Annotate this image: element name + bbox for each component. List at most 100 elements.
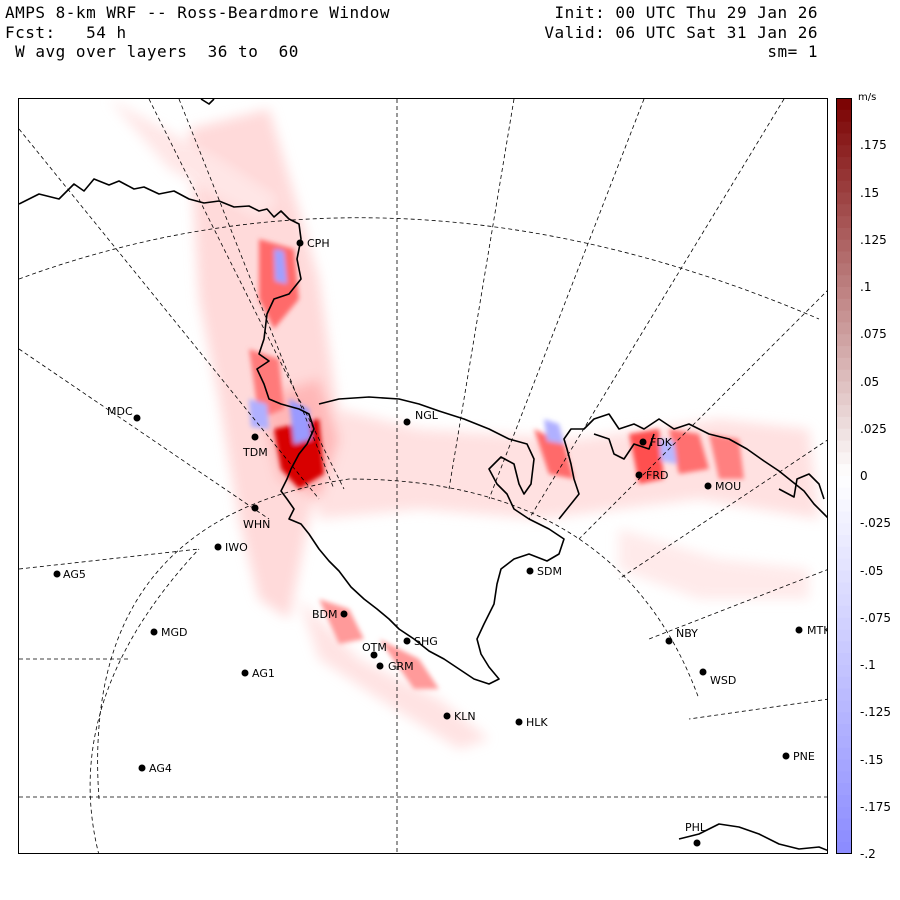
svg-text:MGD: MGD: [161, 626, 188, 639]
colorbar-step: [836, 216, 852, 229]
colorbar-step: [836, 499, 852, 513]
map-canvas: CPH NGL MDC TDM FDK FRD MOU WHN IWO AG5 …: [19, 99, 829, 853]
forecast-hour: Fcst: 54 h: [5, 23, 127, 42]
station-whn[interactable]: WHN: [243, 504, 270, 532]
svg-text:PNE: PNE: [793, 750, 815, 763]
station-ngl[interactable]: NGL: [403, 409, 439, 426]
colorbar-step: [836, 806, 852, 820]
station-markers: CPH NGL MDC TDM FDK FRD MOU WHN IWO AG5 …: [53, 237, 829, 847]
colorbar: [836, 98, 852, 854]
colorbar-step: [836, 145, 852, 158]
colorbar-step: [836, 168, 852, 182]
station-tdm[interactable]: TDM: [242, 433, 268, 460]
station-grm[interactable]: GRM: [376, 660, 414, 673]
colorbar-step: [836, 393, 852, 406]
station-kln[interactable]: KLN: [443, 710, 476, 723]
station-ag1[interactable]: AG1: [241, 667, 275, 680]
svg-text:SHG: SHG: [414, 635, 438, 648]
colorbar-step: [836, 452, 852, 465]
colorbar-tick-label: -.125: [860, 705, 892, 720]
colorbar-step: [836, 688, 852, 702]
colorbar-tick-label: .05: [860, 374, 880, 389]
colorbar-step: [836, 346, 852, 359]
station-fdk[interactable]: FDK: [639, 436, 673, 449]
colorbar-tick-label: -.075: [860, 610, 892, 625]
svg-text:WSD: WSD: [710, 674, 736, 687]
colorbar-step: [836, 818, 852, 831]
station-shg[interactable]: SHG: [403, 635, 438, 648]
station-mgd[interactable]: MGD: [150, 626, 188, 639]
station-pne[interactable]: PNE: [782, 750, 815, 763]
colorbar-step: [836, 416, 852, 430]
station-iwo[interactable]: IWO: [214, 541, 249, 554]
map-panel: CPH NGL MDC TDM FDK FRD MOU WHN IWO AG5 …: [18, 98, 828, 854]
colorbar-step: [836, 204, 852, 217]
station-sdm[interactable]: SDM: [526, 565, 562, 578]
svg-text:MTK: MTK: [807, 624, 828, 637]
colorbar-step: [836, 98, 852, 111]
colorbar-step: [836, 109, 852, 123]
colorbar-step: [836, 759, 852, 772]
colorbar-step: [836, 605, 852, 619]
map-title: AMPS 8-km WRF -- Ross-Beardmore Window: [5, 3, 391, 22]
colorbar-step: [836, 735, 852, 749]
svg-text:AG5: AG5: [63, 568, 86, 581]
colorbar-step: [836, 617, 852, 631]
svg-text:GRM: GRM: [388, 660, 414, 673]
station-wsd[interactable]: WSD: [699, 668, 737, 688]
colorbar-step: [836, 133, 852, 146]
colorbar-tick-label: -.05: [860, 563, 884, 578]
colorbar-step: [836, 369, 852, 383]
colorbar-step: [836, 558, 852, 572]
colorbar-step: [836, 464, 852, 477]
colorbar-step: [836, 334, 852, 347]
station-frd[interactable]: FRD: [635, 469, 669, 482]
colorbar-step: [836, 594, 852, 607]
colorbar-step: [836, 322, 852, 335]
svg-text:TDM: TDM: [242, 446, 268, 459]
colorbar-step: [836, 487, 852, 501]
colorbar-step: [836, 511, 852, 524]
colorbar-step: [836, 700, 852, 713]
colorbar-step: [836, 523, 852, 536]
station-mou[interactable]: MOU: [704, 480, 742, 493]
station-otm[interactable]: OTM: [362, 641, 387, 659]
colorbar-step: [836, 676, 852, 690]
station-bdm[interactable]: BDM: [312, 608, 348, 621]
colorbar-step: [836, 653, 852, 666]
colorbar-step: [836, 440, 852, 453]
colorbar-tick-label: 0: [860, 469, 868, 483]
svg-text:OTM: OTM: [362, 641, 387, 654]
colorbar-step: [836, 771, 852, 784]
colorbar-border: [836, 98, 852, 854]
colorbar-step: [836, 747, 852, 761]
svg-text:BDM: BDM: [312, 608, 338, 621]
colorbar-step: [836, 830, 852, 843]
svg-text:NBY: NBY: [676, 627, 698, 640]
svg-text:FDK: FDK: [650, 436, 673, 449]
colorbar-step: [836, 629, 852, 642]
valid-time: Valid: 06 UTC Sat 31 Jan 26: [544, 23, 818, 42]
station-nby[interactable]: NBY: [665, 627, 699, 645]
station-ag4[interactable]: AG4: [138, 762, 172, 775]
colorbar-tick-label: .175: [860, 138, 887, 153]
colorbar-step: [836, 794, 852, 808]
station-hlk[interactable]: HLK: [515, 716, 549, 729]
colorbar-tick-label: -.15: [860, 752, 884, 767]
colorbar-tick-label: .125: [860, 232, 887, 247]
smoothing-label: sm= 1: [767, 42, 818, 61]
colorbar-step: [836, 157, 852, 170]
vertical-velocity-field: [109, 99, 819, 749]
station-phl[interactable]: PHL: [685, 821, 707, 847]
colorbar-step: [836, 192, 852, 205]
station-mdc[interactable]: MDC: [107, 405, 141, 422]
svg-text:WHN: WHN: [243, 518, 270, 531]
svg-text:AG1: AG1: [252, 667, 275, 680]
colorbar-step: [836, 357, 852, 371]
svg-text:PHL: PHL: [685, 821, 707, 834]
station-ag5[interactable]: AG5: [53, 568, 86, 581]
colorbar-tick-label: -.175: [860, 799, 892, 814]
station-mtk[interactable]: MTK: [795, 624, 829, 637]
station-cph[interactable]: CPH: [296, 237, 330, 250]
colorbar-step: [836, 842, 852, 854]
